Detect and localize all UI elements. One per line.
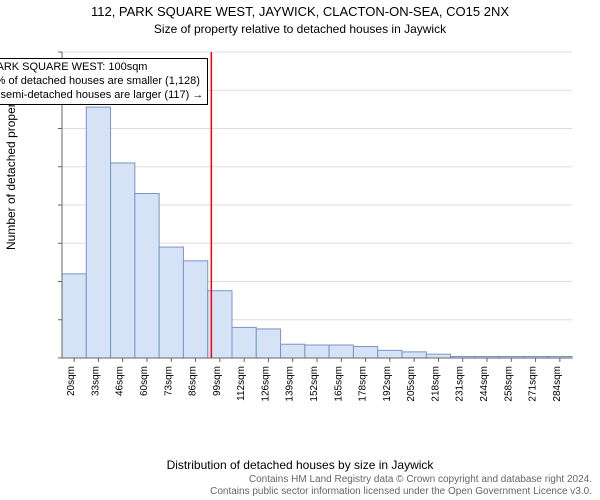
svg-text:178sqm: 178sqm [358, 366, 369, 402]
svg-text:231sqm: 231sqm [455, 366, 466, 402]
svg-text:33sqm: 33sqm [90, 366, 101, 396]
chart-title-main: 112, PARK SQUARE WEST, JAYWICK, CLACTON-… [0, 4, 600, 19]
chart-container: 112, PARK SQUARE WEST, JAYWICK, CLACTON-… [0, 0, 600, 500]
svg-text:192sqm: 192sqm [382, 366, 393, 402]
svg-text:258sqm: 258sqm [503, 366, 514, 402]
svg-text:139sqm: 139sqm [285, 366, 296, 402]
chart-title-sub: Size of property relative to detached ho… [0, 22, 600, 36]
svg-text:86sqm: 86sqm [188, 366, 199, 396]
annotation-line1: 112 PARK SQUARE WEST: 100sqm [0, 61, 203, 75]
svg-text:152sqm: 152sqm [309, 366, 320, 402]
svg-text:73sqm: 73sqm [163, 366, 174, 396]
credits-line2: Contains public sector information licen… [210, 486, 592, 498]
x-axis-label: Distribution of detached houses by size … [0, 458, 600, 472]
svg-text:244sqm: 244sqm [479, 366, 490, 402]
svg-text:165sqm: 165sqm [333, 366, 344, 402]
svg-text:205sqm: 205sqm [406, 366, 417, 402]
svg-text:20sqm: 20sqm [66, 366, 77, 396]
annotation-box: 112 PARK SQUARE WEST: 100sqm ← 90% of de… [0, 58, 208, 105]
svg-text:284sqm: 284sqm [552, 366, 563, 402]
y-axis-label: Number of detached properties [4, 85, 18, 250]
chart-area: 05010015020025030035040020sqm33sqm46sqm6… [58, 44, 578, 414]
annotation-line3: 9% of semi-detached houses are larger (1… [0, 89, 203, 103]
svg-text:46sqm: 46sqm [115, 366, 126, 396]
svg-text:271sqm: 271sqm [528, 366, 539, 402]
annotation-line2: ← 90% of detached houses are smaller (1,… [0, 75, 203, 89]
svg-text:112sqm: 112sqm [236, 366, 247, 401]
svg-text:60sqm: 60sqm [139, 366, 150, 396]
svg-text:99sqm: 99sqm [212, 366, 223, 396]
credits-line1: Contains HM Land Registry data © Crown c… [210, 474, 592, 486]
svg-text:218sqm: 218sqm [430, 366, 441, 402]
credits: Contains HM Land Registry data © Crown c… [210, 474, 592, 498]
svg-text:126sqm: 126sqm [260, 366, 271, 402]
